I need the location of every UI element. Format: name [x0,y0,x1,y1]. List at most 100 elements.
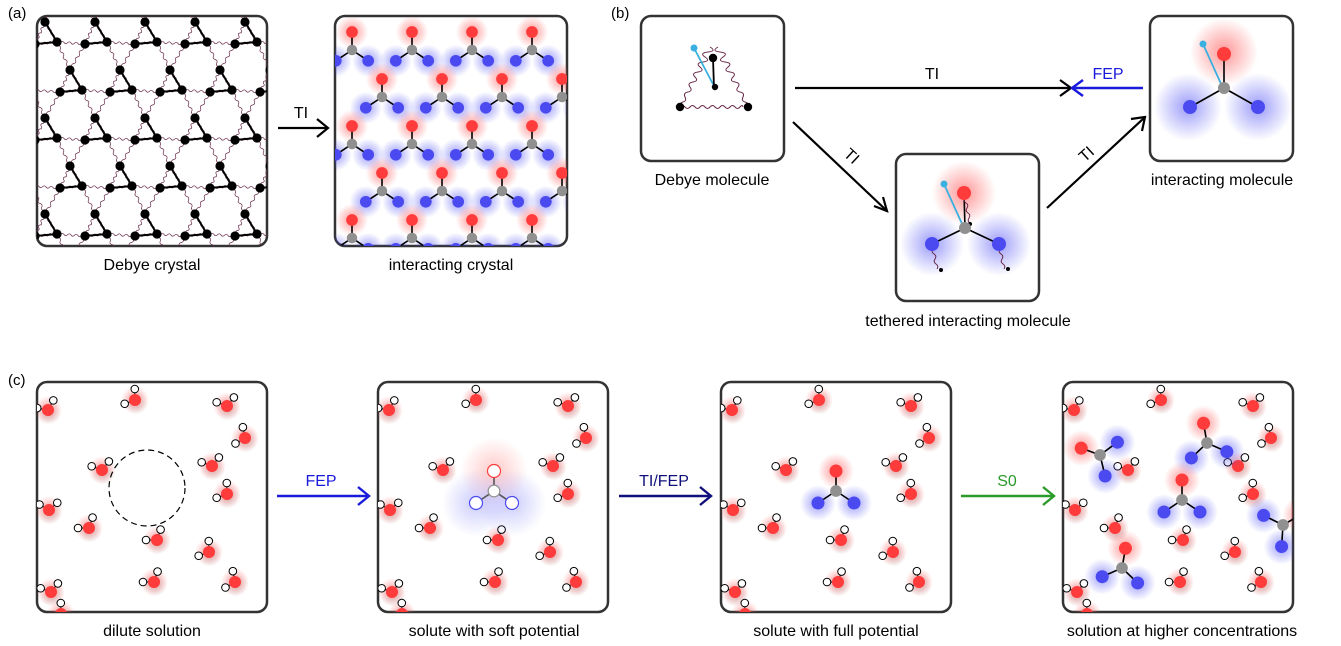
caption-debye-crystal: Debye crystal [104,257,201,274]
debye-atom [77,277,86,286]
spring [119,139,136,167]
spring [256,233,267,246]
spring [60,262,70,284]
debye-atom [105,279,114,288]
water-hydrogen [388,614,396,622]
bond [270,262,282,282]
bond [10,90,32,92]
spring [285,233,307,237]
spring [20,166,33,186]
water-oxygen [544,546,556,558]
spring [320,166,333,186]
nitrogen-halo [352,232,385,246]
water-hydrogen [120,399,129,409]
water-oxygen [239,432,251,444]
nitrogen-atom [419,101,432,114]
nitrogen-atom [1157,505,1171,519]
debye-atom [155,0,164,1]
soft-potential-content [378,384,600,622]
spring [94,187,111,215]
debye-atom [227,181,237,191]
nitrogen-atom [449,54,462,67]
oh-bond [392,614,402,618]
nitrogen-atom-left [925,237,939,251]
carbon-atom [436,91,448,103]
water-oxygen [221,488,233,500]
nitrogen-atom [335,148,342,161]
spring [7,234,21,262]
water-oxygen [43,504,55,516]
water-oxygen [1109,522,1121,534]
nitrogen-atom [422,242,435,246]
debye-atom [290,17,299,26]
water-oxygen [1081,608,1093,612]
bond [320,70,332,90]
water-hydrogen [906,478,916,488]
water-hydrogen [445,457,455,466]
debye-atom [252,229,262,239]
water-hydrogen [915,439,924,448]
debye-atom [265,161,267,171]
debye-atom [55,87,65,97]
nitrogen-atom [811,496,825,510]
water-hydrogen [1130,457,1140,466]
spring [194,16,211,23]
bond [20,262,32,282]
debye-atom [152,133,162,143]
carbon-atom [466,44,478,56]
carbon-atom [1218,82,1230,94]
debye-atom [140,17,150,27]
water-hydrogen [130,384,140,394]
water-oxygen [437,464,449,476]
oxygen-atom [1217,47,1231,61]
tether-point-right [1006,267,1010,271]
caption-c-0: dilute solution [103,623,201,640]
spring [44,187,61,215]
nitrogen-atom [482,54,495,67]
debye-atom [255,0,264,1]
water-hydrogen [569,566,579,576]
water-hydrogen [393,498,403,508]
nitrogen-atom [362,54,375,67]
interacting-molecule [1154,18,1292,141]
water-oxygen [890,460,902,472]
water-hydrogen [141,535,151,545]
water-hydrogen [1230,536,1240,546]
tether-anchor [1199,40,1207,48]
water-oxygen [580,432,592,444]
spring [0,188,10,214]
water-hydrogen [772,513,781,522]
carbon-atom [496,185,508,197]
water-oxygen [470,394,482,406]
water-hydrogen [878,551,887,561]
debye-atom [37,231,40,241]
water-hydrogen [814,384,824,394]
oxygen-atom [556,167,567,179]
oxygen-atom [406,120,418,132]
nitrogen-atom [359,195,372,208]
spring [37,16,46,23]
spring [69,139,86,167]
arrow-ti-up-shaft [1046,117,1145,209]
oxygen-halo [1282,497,1293,533]
debye-atom [152,229,162,239]
debye-atom [15,161,24,170]
spring [81,89,96,119]
nitrogen-atom [509,148,522,161]
water-hydrogen [771,461,780,471]
debye-atom [80,135,90,145]
water-hydrogen [555,453,565,462]
debye-atom [227,85,237,95]
spring [20,70,33,90]
spring [7,233,35,236]
spring [206,232,236,238]
water-oxygen [386,586,398,598]
water-oxygen [562,488,574,500]
oxygen-atom [436,167,448,179]
water-hydrogen [736,498,746,508]
spring [44,91,61,119]
spring [156,41,171,71]
spring [295,22,308,42]
debye-atom [102,229,112,239]
debye-atom [52,229,62,239]
